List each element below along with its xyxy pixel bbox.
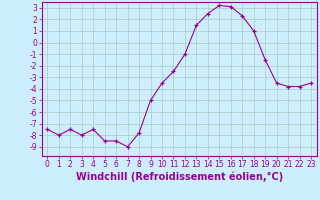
X-axis label: Windchill (Refroidissement éolien,°C): Windchill (Refroidissement éolien,°C) bbox=[76, 172, 283, 182]
